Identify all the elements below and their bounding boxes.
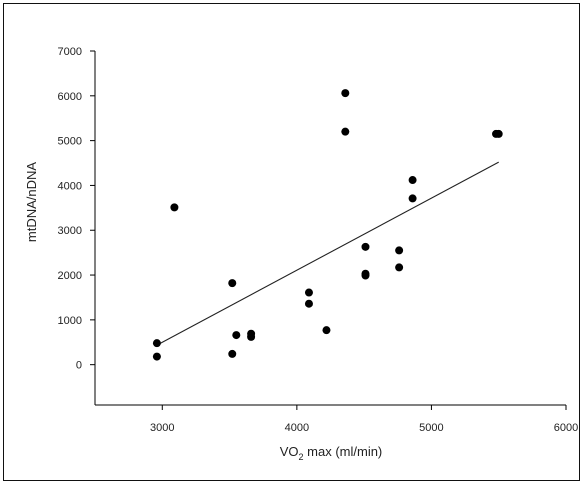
data-point xyxy=(228,279,237,288)
data-point xyxy=(304,299,313,308)
data-point xyxy=(341,89,350,98)
x-tick-label: 6000 xyxy=(554,422,578,434)
x-axis-title-main: VO xyxy=(280,444,299,459)
x-tick-label: 4000 xyxy=(285,422,309,434)
data-point xyxy=(228,349,237,358)
data-point xyxy=(361,271,370,280)
data-point xyxy=(494,129,503,138)
y-axis-title: mtDNA/nDNA xyxy=(24,162,39,243)
data-point xyxy=(408,194,417,203)
x-tick-label: 5000 xyxy=(419,422,443,434)
y-tick-label: 0 xyxy=(76,360,82,372)
x-tick-label: 3000 xyxy=(150,422,174,434)
y-tick-label: 4000 xyxy=(58,180,82,192)
y-tick-label: 6000 xyxy=(58,91,82,103)
y-tick-label: 1000 xyxy=(58,315,82,327)
data-point xyxy=(304,288,313,297)
x-axis-title: VO2 max (ml/min) xyxy=(280,444,383,462)
data-point xyxy=(247,332,256,341)
data-point xyxy=(232,331,241,340)
data-point xyxy=(170,203,179,212)
data-point xyxy=(408,176,417,185)
y-tick-label: 2000 xyxy=(58,270,82,282)
figure-frame xyxy=(3,3,580,481)
plot-area: 0 1000 2000 3000 4000 5000 6000 7000 3000 4000 500… xyxy=(58,46,579,434)
regression-line xyxy=(155,161,499,347)
x-axis-title-subscript: 2 xyxy=(299,452,304,462)
data-point xyxy=(395,246,404,255)
data-point xyxy=(152,339,161,348)
data-point xyxy=(152,352,161,361)
y-tick-label: 3000 xyxy=(58,225,82,237)
data-point xyxy=(395,263,404,272)
y-tick-label: 7000 xyxy=(58,46,82,58)
data-point xyxy=(322,326,331,335)
y-tick-label: 5000 xyxy=(58,136,82,148)
data-point xyxy=(341,127,350,136)
data-point xyxy=(361,242,370,251)
x-axis-title-rest: max (ml/min) xyxy=(304,444,383,459)
